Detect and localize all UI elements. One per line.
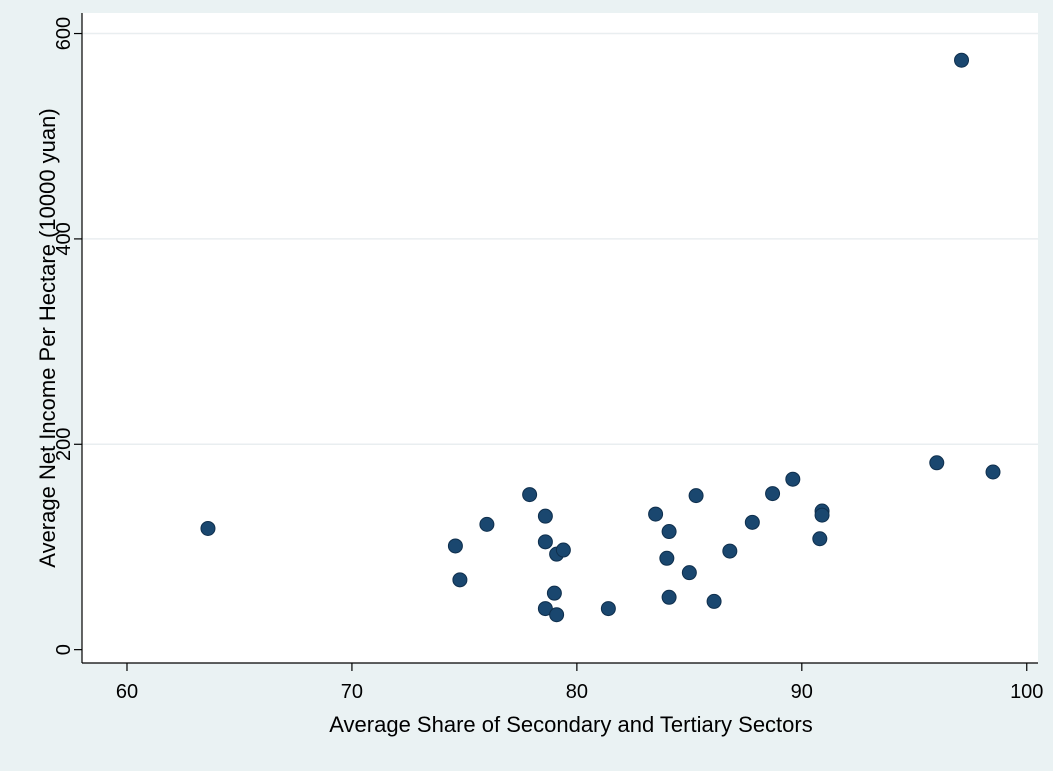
plot-area [82, 13, 1038, 663]
data-point [954, 52, 970, 68]
data-point [522, 487, 538, 503]
data-point [929, 455, 945, 471]
y-tick-label: 600 [53, 17, 75, 50]
x-tick-label: 70 [341, 681, 363, 703]
data-point [812, 531, 828, 547]
data-point [546, 585, 562, 601]
data-point [648, 506, 664, 522]
data-point [661, 589, 677, 605]
x-axis-ticks: 60 70 80 90 100 [116, 663, 1043, 703]
x-axis-title: Average Share of Secondary and Tertiary … [329, 712, 812, 737]
data-point [985, 464, 1001, 480]
data-point [537, 508, 553, 524]
data-point [447, 538, 463, 554]
y-axis-title: Average Net Income Per Hectare (10000 yu… [35, 108, 60, 567]
data-point [555, 542, 571, 558]
x-tick-label: 100 [1010, 681, 1043, 703]
y-tick-label: 0 [53, 644, 75, 655]
data-point [600, 601, 616, 617]
gridlines [82, 32, 1038, 446]
data-point [706, 593, 722, 609]
x-tick-label: 90 [791, 681, 813, 703]
data-point [688, 488, 704, 504]
data-point [200, 520, 216, 536]
data-point [659, 550, 675, 566]
y-tick-label: 200 [53, 428, 75, 461]
y-tick-label: 400 [53, 222, 75, 255]
data-points [200, 52, 1001, 623]
data-point [814, 507, 830, 523]
data-point [722, 543, 738, 559]
data-point [479, 516, 495, 532]
data-point [785, 471, 801, 487]
data-point [537, 534, 553, 550]
data-point [661, 524, 677, 540]
data-point [744, 514, 760, 530]
data-point [452, 572, 468, 588]
data-point [681, 565, 697, 581]
x-tick-label: 80 [566, 681, 588, 703]
data-point [765, 486, 781, 502]
y-axis-ticks: 0 200 400 600 [53, 17, 82, 655]
x-tick-label: 60 [116, 681, 138, 703]
data-point [549, 607, 565, 623]
